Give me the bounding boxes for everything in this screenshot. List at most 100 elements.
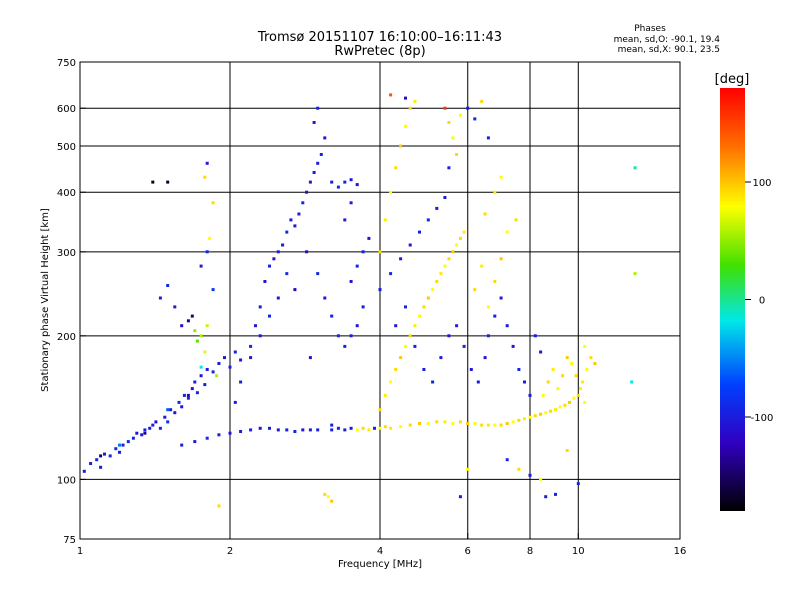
data-point (439, 356, 443, 360)
data-point (408, 243, 412, 247)
data-point (455, 324, 459, 328)
colorbar-ticks: 100 0 -100 (745, 178, 773, 424)
data-point (349, 201, 353, 205)
data-point (180, 405, 184, 409)
data-point (563, 403, 567, 407)
data-point (316, 161, 320, 165)
data-point (281, 243, 285, 247)
data-point (523, 380, 526, 384)
data-point (323, 296, 327, 300)
data-point (166, 180, 170, 184)
data-point (517, 418, 521, 422)
data-point (589, 356, 593, 360)
y-tick-label: 100 (57, 475, 76, 486)
data-point (233, 350, 237, 354)
data-point (473, 422, 477, 425)
data-point (483, 212, 487, 216)
data-point (544, 495, 548, 499)
data-point (336, 426, 340, 430)
data-point (389, 380, 393, 384)
data-point (451, 136, 455, 140)
data-point (228, 365, 232, 369)
data-point (558, 405, 562, 409)
data-point (151, 180, 155, 184)
data-point (499, 423, 503, 427)
data-point (293, 430, 297, 433)
data-point (539, 412, 543, 416)
data-point (323, 136, 327, 140)
data-point (480, 423, 484, 427)
data-point (276, 428, 280, 432)
data-point (205, 436, 209, 440)
data-point (451, 422, 455, 425)
data-point (572, 396, 576, 400)
data-point (399, 144, 403, 148)
data-point (205, 368, 209, 371)
data-point (166, 284, 170, 287)
colorbar (720, 88, 745, 511)
data-point (263, 280, 267, 283)
data-point (533, 414, 537, 418)
stats-title: Phases (634, 24, 666, 34)
data-point (413, 99, 417, 103)
data-points (82, 93, 637, 508)
data-point (483, 356, 487, 360)
data-point (154, 420, 158, 424)
data-point (486, 423, 490, 427)
data-point (186, 319, 190, 323)
data-point (301, 428, 305, 432)
data-point (383, 425, 387, 429)
data-point (349, 426, 353, 430)
data-point (131, 436, 135, 440)
data-point (399, 257, 403, 261)
data-point (239, 430, 243, 433)
data-point (528, 393, 532, 397)
data-point (355, 183, 359, 187)
data-point (308, 180, 312, 184)
data-point (203, 383, 207, 387)
data-point (217, 433, 221, 437)
data-point (217, 504, 221, 508)
data-point (378, 408, 382, 412)
stats-line-o: mean, sd,O: -90.1, 19.4 (614, 35, 721, 45)
data-point (404, 96, 407, 100)
data-point (180, 324, 184, 328)
data-point (211, 288, 215, 292)
data-point (173, 305, 177, 309)
data-point (126, 440, 130, 444)
data-point (330, 428, 334, 432)
data-point (473, 288, 477, 292)
data-point (205, 324, 209, 328)
data-point (455, 243, 459, 247)
data-point (118, 450, 121, 454)
data-point (493, 314, 497, 318)
data-point (443, 420, 447, 424)
data-point (418, 230, 421, 234)
data-point (383, 218, 387, 222)
data-point (312, 121, 316, 124)
data-point (499, 257, 503, 261)
data-point (135, 431, 139, 435)
data-point (389, 272, 393, 276)
data-point (568, 400, 571, 404)
data-point (367, 236, 371, 240)
data-point (217, 362, 221, 365)
x-tick-label: 1 (77, 546, 83, 557)
colorbar-tick-label: -100 (751, 413, 774, 424)
data-point (195, 339, 199, 343)
data-point (361, 426, 365, 430)
data-point (343, 180, 347, 184)
data-point (505, 230, 509, 234)
y-tick-label: 500 (57, 142, 76, 153)
grid-lines (80, 62, 680, 539)
data-point (426, 422, 430, 425)
data-point (272, 257, 276, 261)
data-point (466, 106, 470, 110)
data-point (268, 264, 271, 268)
data-point (343, 218, 347, 222)
data-point (418, 314, 421, 318)
data-point (394, 324, 398, 328)
data-point (394, 368, 398, 371)
data-point (305, 250, 309, 254)
